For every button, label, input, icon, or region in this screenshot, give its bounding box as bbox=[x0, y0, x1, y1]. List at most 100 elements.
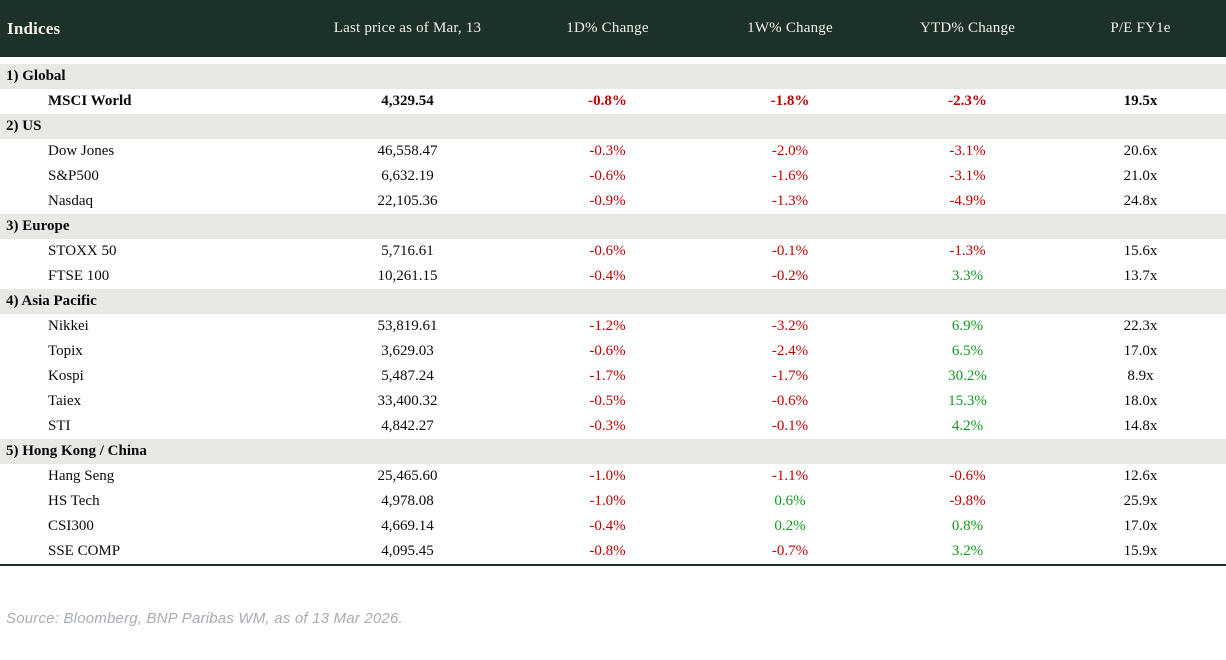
section-label: 4) Asia Pacific bbox=[6, 293, 97, 309]
section-label: 1) Global bbox=[6, 68, 66, 84]
table-row: Kospi 5,487.24 -1.7% -1.7% 30.2% 8.9x bbox=[0, 364, 1226, 389]
table-row: MSCI World 4,329.54 -0.8% -1.8% -2.3% 19.5x bbox=[0, 89, 1226, 114]
source-note: Source: Bloomberg, BNP Paribas WM, as of… bbox=[6, 610, 403, 627]
section-header-row: 2) US bbox=[0, 114, 1226, 139]
index-name: Nasdaq bbox=[48, 193, 93, 209]
change-ytd: 15.3% bbox=[948, 393, 987, 409]
last-price: 4,842.27 bbox=[381, 418, 434, 434]
index-name: Topix bbox=[48, 343, 83, 359]
index-name: Taiex bbox=[48, 393, 82, 409]
table-row: FTSE 100 10,261.15 -0.4% -0.2% 3.3% 13.7x bbox=[0, 264, 1226, 289]
change-1d: -0.9% bbox=[589, 193, 626, 209]
table-row: Topix 3,629.03 -0.6% -2.4% 6.5% 17.0x bbox=[0, 339, 1226, 364]
index-name: SSE COMP bbox=[48, 543, 121, 559]
change-ytd: 4.2% bbox=[951, 418, 984, 434]
change-ytd: 30.2% bbox=[948, 368, 987, 384]
change-1d: -0.8% bbox=[589, 543, 626, 559]
change-ytd: -3.1% bbox=[949, 143, 986, 159]
change-1d: -0.6% bbox=[589, 243, 626, 259]
table-body: 1) Global MSCI World 4,329.54 -0.8% -1.8% -2.… bbox=[0, 64, 1226, 566]
index-name: S&P500 bbox=[48, 168, 99, 184]
change-1d: -0.3% bbox=[589, 143, 626, 159]
last-price: 4,978.08 bbox=[381, 493, 434, 509]
pe-ratio: 18.0x bbox=[1123, 393, 1158, 409]
section-header-row: 3) Europe bbox=[0, 214, 1226, 239]
table-row: Hang Seng 25,465.60 -1.0% -1.1% -0.6% 12.6x bbox=[0, 464, 1226, 489]
section-header-row: 1) Global bbox=[0, 64, 1226, 89]
change-1w: -0.1% bbox=[771, 243, 809, 259]
pe-ratio: 20.6x bbox=[1123, 143, 1158, 159]
change-1w: -1.3% bbox=[771, 193, 809, 209]
pe-ratio: 25.9x bbox=[1123, 493, 1158, 509]
change-1d: -0.6% bbox=[589, 168, 626, 184]
index-name: CSI300 bbox=[48, 518, 94, 534]
pe-ratio: 13.7x bbox=[1123, 268, 1158, 284]
pe-ratio: 17.0x bbox=[1123, 518, 1158, 534]
last-price: 22,105.36 bbox=[377, 193, 438, 209]
last-price: 46,558.47 bbox=[377, 143, 438, 159]
last-price: 4,329.54 bbox=[381, 93, 434, 109]
change-ytd: 6.5% bbox=[951, 343, 984, 359]
index-name: Hang Seng bbox=[48, 468, 115, 484]
change-1w: -1.6% bbox=[771, 168, 809, 184]
last-price: 5,487.24 bbox=[381, 368, 434, 384]
index-name: FTSE 100 bbox=[48, 268, 110, 284]
table-row: SSE COMP 4,095.45 -0.8% -0.7% 3.2% 15.9x bbox=[0, 539, 1226, 564]
table-row: Nasdaq 22,105.36 -0.9% -1.3% -4.9% 24.8x bbox=[0, 189, 1226, 214]
index-name: HS Tech bbox=[48, 493, 100, 509]
pe-ratio: 14.8x bbox=[1123, 418, 1158, 434]
index-name: MSCI World bbox=[48, 93, 132, 109]
change-1w: 0.6% bbox=[774, 493, 806, 509]
indices-table: Indices Last price as of Mar, 13 1D% Cha… bbox=[0, 0, 1226, 627]
change-1w: -2.4% bbox=[771, 343, 809, 359]
column-header-1d-change: 1D% Change bbox=[566, 20, 649, 36]
change-1d: -1.0% bbox=[589, 468, 626, 484]
change-1d: -0.4% bbox=[589, 518, 626, 534]
last-price: 53,819.61 bbox=[377, 318, 438, 334]
change-1d: -0.5% bbox=[589, 393, 626, 409]
change-1w: -0.1% bbox=[771, 418, 809, 434]
change-1d: -1.0% bbox=[589, 493, 626, 509]
pe-ratio: 17.0x bbox=[1123, 343, 1158, 359]
change-ytd: -9.8% bbox=[949, 493, 986, 509]
column-header-last-price: Last price as of Mar, 13 bbox=[333, 20, 482, 36]
table-row: CSI300 4,669.14 -0.4% 0.2% 0.8% 17.0x bbox=[0, 514, 1226, 539]
change-1d: -1.2% bbox=[589, 318, 626, 334]
pe-ratio: 21.0x bbox=[1123, 168, 1158, 184]
last-price: 3,629.03 bbox=[381, 343, 434, 359]
table-row: STOXX 50 5,716.61 -0.6% -0.1% -1.3% 15.6x bbox=[0, 239, 1226, 264]
change-1w: -2.0% bbox=[771, 143, 809, 159]
last-price: 33,400.32 bbox=[377, 393, 438, 409]
change-1w: -1.7% bbox=[771, 368, 809, 384]
section-label: 2) US bbox=[6, 118, 42, 134]
change-1d: -0.3% bbox=[589, 418, 626, 434]
index-name: Kospi bbox=[48, 368, 84, 384]
column-header-1w-change: 1W% Change bbox=[747, 20, 833, 36]
last-price: 25,465.60 bbox=[377, 468, 438, 484]
table-row: STI 4,842.27 -0.3% -0.1% 4.2% 14.8x bbox=[0, 414, 1226, 439]
index-name: STI bbox=[48, 418, 71, 434]
change-1d: -0.4% bbox=[589, 268, 626, 284]
change-1w: -0.2% bbox=[771, 268, 809, 284]
change-1w: -1.8% bbox=[770, 93, 810, 109]
section-label: 5) Hong Kong / China bbox=[6, 443, 147, 459]
pe-ratio: 12.6x bbox=[1123, 468, 1158, 484]
last-price: 10,261.15 bbox=[377, 268, 438, 284]
change-1w: -0.7% bbox=[771, 543, 809, 559]
change-ytd: -3.1% bbox=[949, 168, 986, 184]
section-header-row: 4) Asia Pacific bbox=[0, 289, 1226, 314]
table-row: S&P500 6,632.19 -0.6% -1.6% -3.1% 21.0x bbox=[0, 164, 1226, 189]
section-label: 3) Europe bbox=[6, 218, 70, 234]
change-1d: -0.8% bbox=[588, 93, 627, 109]
change-ytd: 3.3% bbox=[951, 268, 984, 284]
change-ytd: 0.8% bbox=[951, 518, 984, 534]
pe-ratio: 22.3x bbox=[1123, 318, 1158, 334]
change-ytd: -0.6% bbox=[949, 468, 986, 484]
last-price: 6,632.19 bbox=[381, 168, 434, 184]
change-ytd: 3.2% bbox=[951, 543, 984, 559]
index-name: Nikkei bbox=[48, 318, 89, 334]
change-ytd: -1.3% bbox=[949, 243, 986, 259]
table-row: Dow Jones 46,558.47 -0.3% -2.0% -3.1% 20.6x bbox=[0, 139, 1226, 164]
column-header-ytd-change: YTD% Change bbox=[919, 20, 1016, 36]
last-price: 5,716.61 bbox=[381, 243, 434, 259]
